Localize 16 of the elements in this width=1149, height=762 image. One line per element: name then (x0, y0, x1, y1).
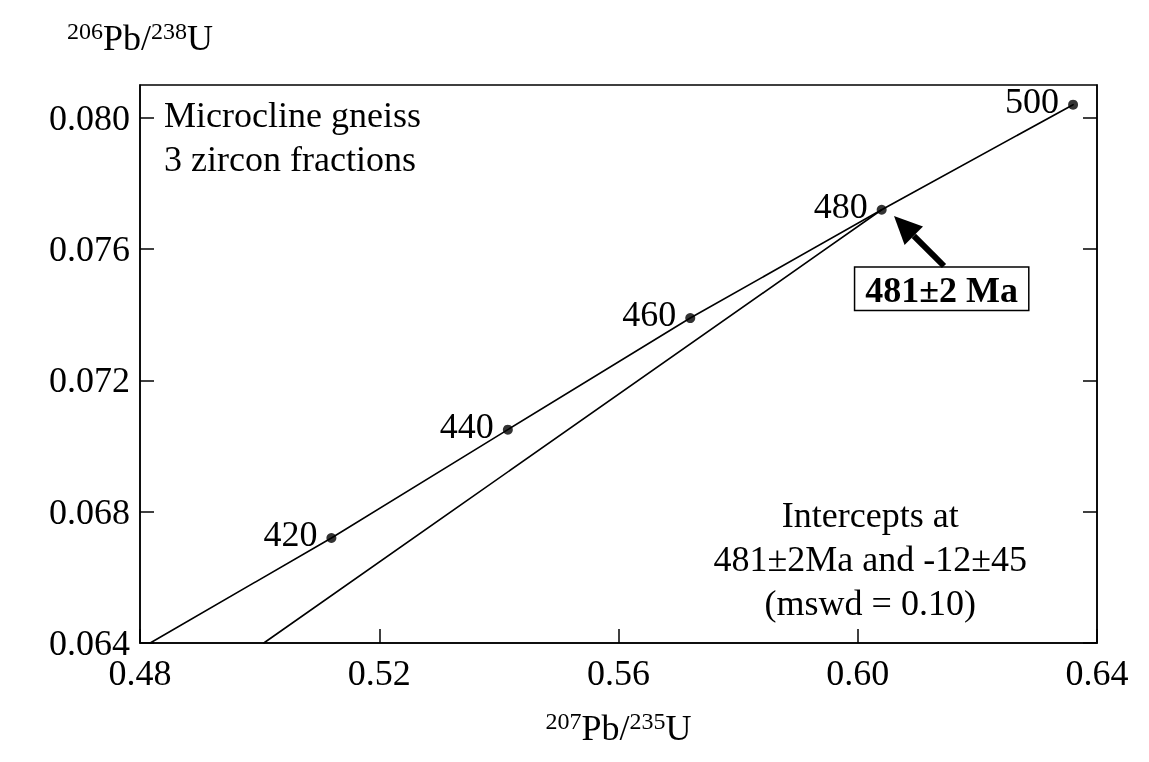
y-tick-label: 0.072 (49, 360, 130, 401)
annotation: 481±2 Ma (865, 269, 1019, 310)
annotation: Intercepts at 481±2Ma and -12±45 (mswd = 0.10) (713, 495, 1028, 623)
x-tick-label: 0.64 (1065, 653, 1129, 693)
y-tick-label: 0.080 (49, 97, 130, 138)
x-tick-label: 0.56 (587, 653, 650, 693)
annotation: 480 (813, 185, 868, 226)
annotation: 500 (1005, 80, 1060, 121)
annotation: 420 (263, 513, 318, 554)
y-tick-label: 0.076 (49, 229, 130, 270)
y-tick-label: 0.068 (49, 491, 130, 532)
annotation: 460 (622, 294, 677, 335)
x-tick-label: 0.60 (826, 653, 890, 693)
annotation: 440 (439, 405, 494, 446)
annotation: Microcline gneiss 3 zircon fractions (164, 95, 421, 179)
x-tick-label: 0.52 (347, 653, 411, 693)
